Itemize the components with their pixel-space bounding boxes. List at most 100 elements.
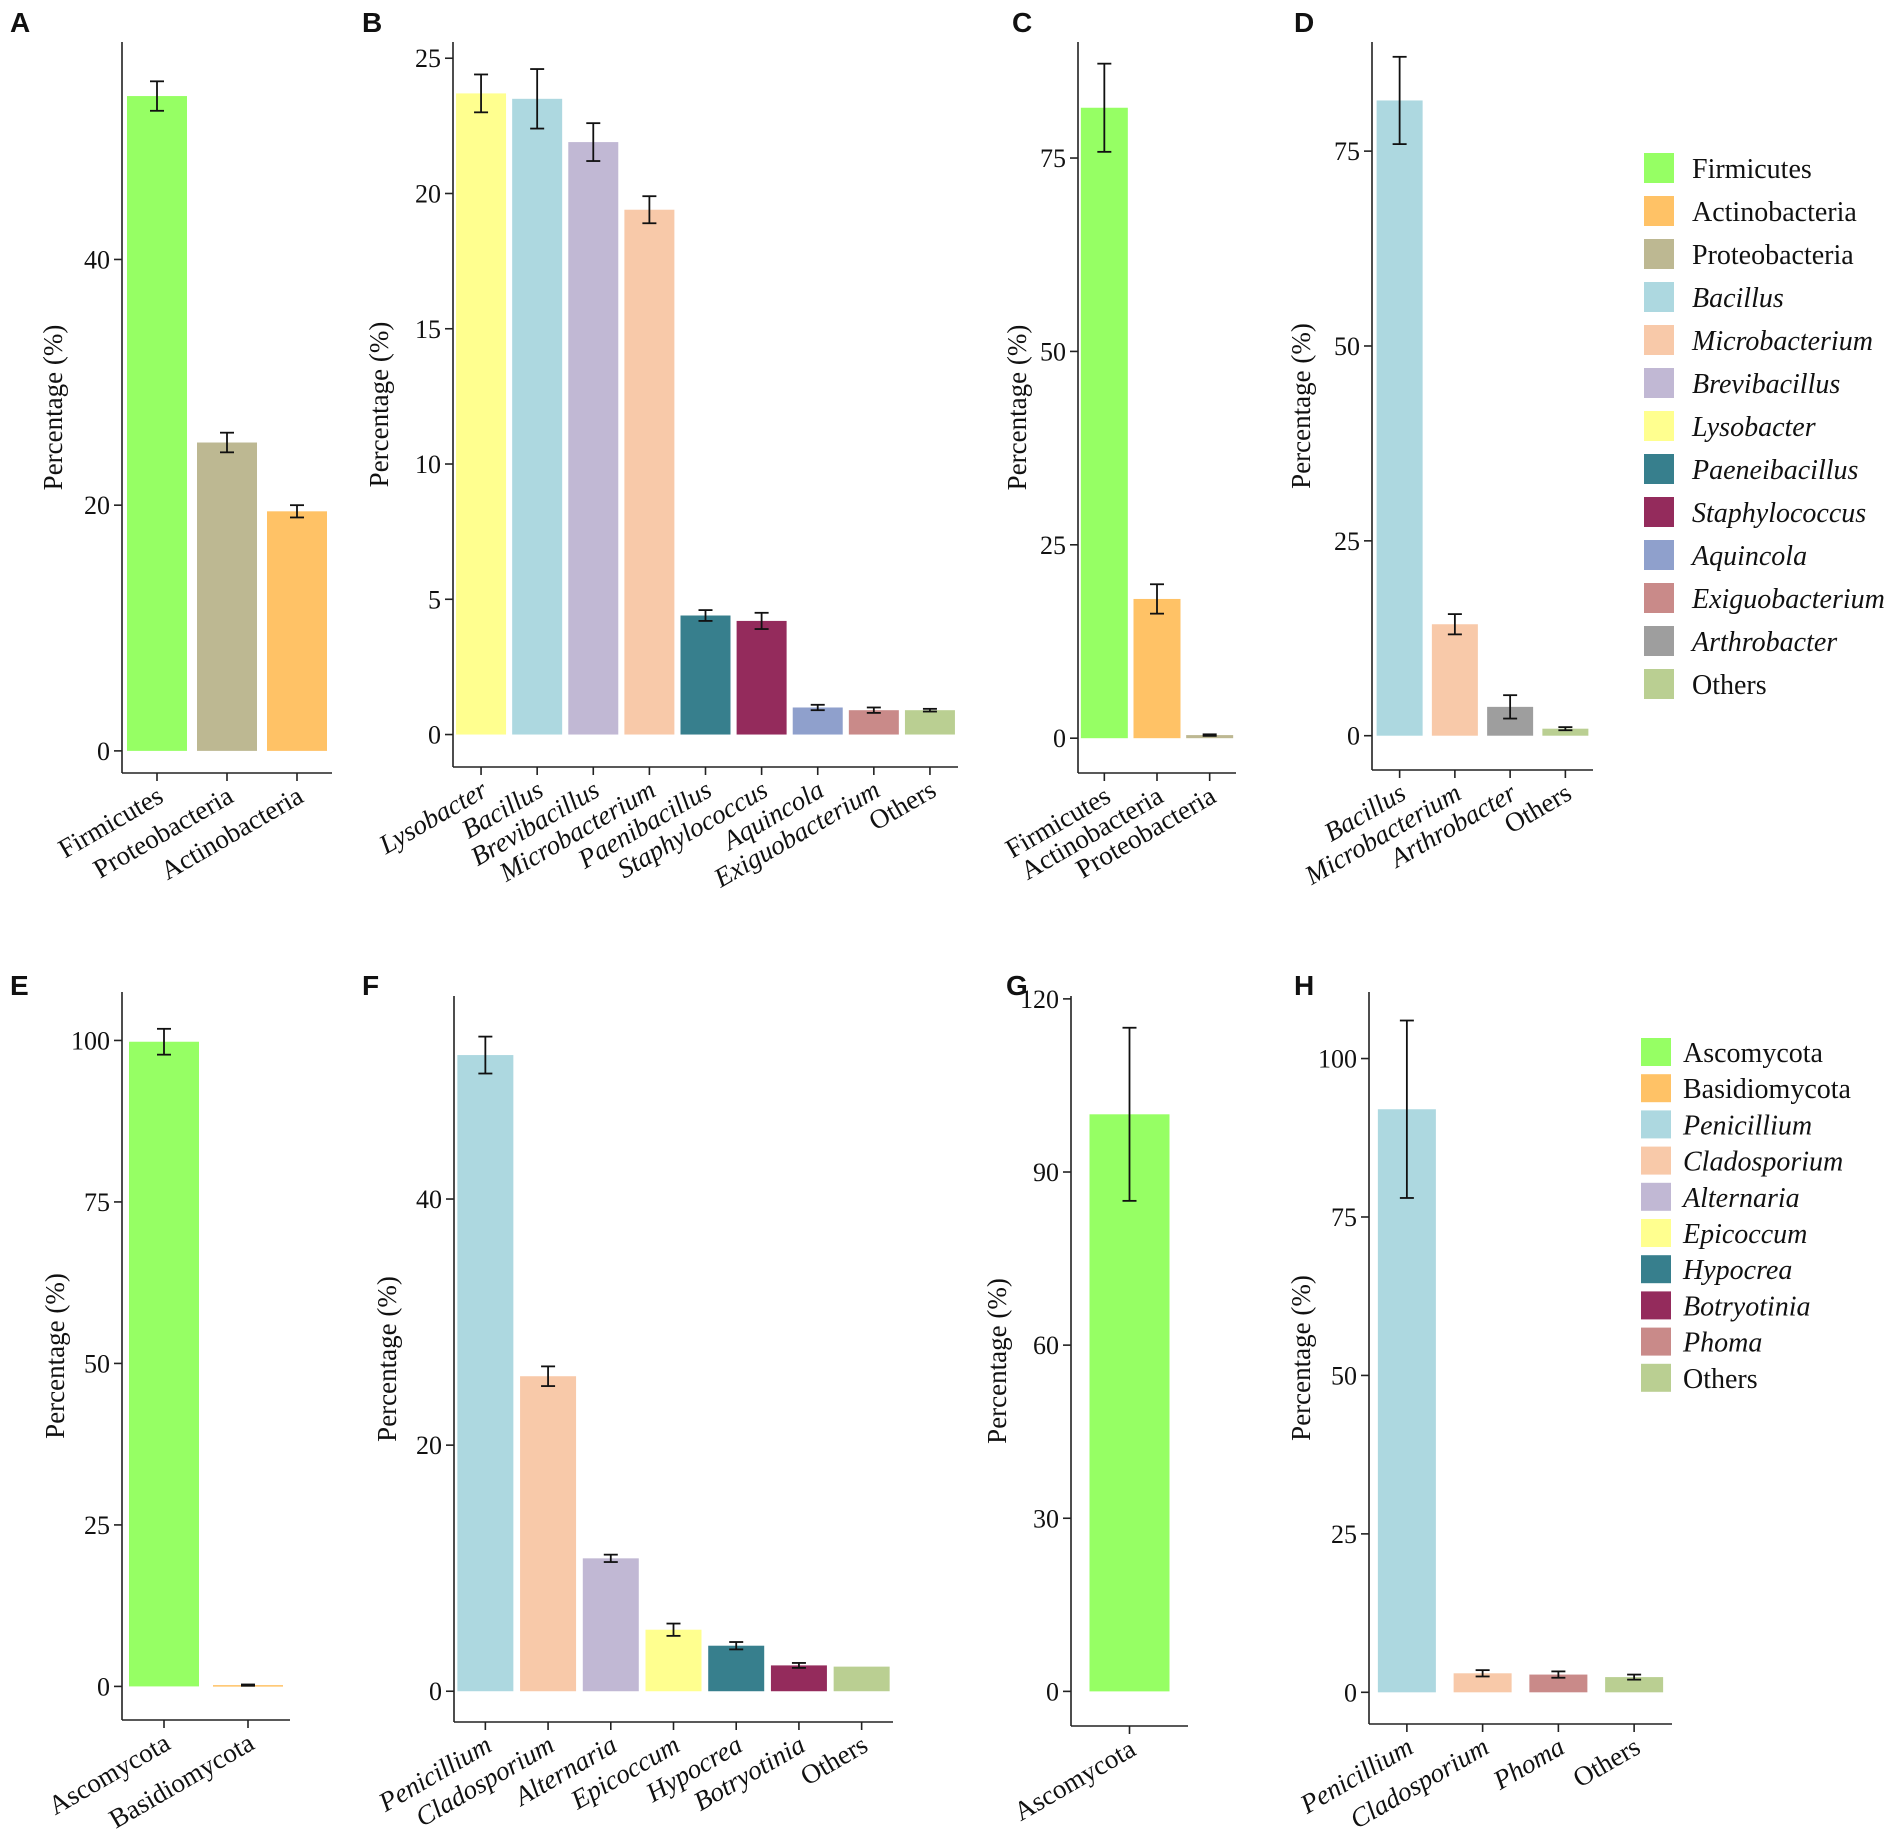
y-tick-label: 15 xyxy=(415,315,441,344)
y-axis-label: Percentage (%) xyxy=(38,325,68,491)
bar-staphylococcus xyxy=(736,620,787,735)
panel-label-A: A xyxy=(10,7,30,38)
bar-firmicutes xyxy=(1080,107,1128,739)
y-tick-label: 0 xyxy=(1053,724,1066,753)
y-axis-label: Percentage (%) xyxy=(1002,325,1032,491)
legend-label-aquincola: Aquincola xyxy=(1690,541,1807,572)
y-tick-label: 50 xyxy=(1334,332,1360,361)
y-tick-label: 20 xyxy=(416,1431,442,1460)
bar-ascomycota xyxy=(1089,1114,1170,1692)
legend-swatch-penicillium xyxy=(1641,1110,1671,1139)
bar-bacillus xyxy=(512,98,563,735)
y-tick-label: 0 xyxy=(1347,722,1360,751)
legend-swatch-proteobacteria xyxy=(1644,239,1674,269)
bar-epicoccum xyxy=(645,1629,702,1692)
y-tick-label: 20 xyxy=(84,491,110,520)
legend-swatch-others xyxy=(1641,1363,1671,1392)
legend-label-actinobacteria: Actinobacteria xyxy=(1692,197,1857,228)
legend-label-basidiomycota: Basidiomycota xyxy=(1683,1074,1852,1105)
x-tick-label-ascomycota: Ascomycota xyxy=(1009,1733,1141,1826)
y-tick-label: 25 xyxy=(1334,527,1360,556)
y-tick-label: 75 xyxy=(1334,137,1360,166)
y-tick-label: 0 xyxy=(1344,1678,1357,1707)
legend-swatch-basidiomycota xyxy=(1641,1074,1671,1103)
y-tick-label: 50 xyxy=(84,1349,110,1378)
legend-swatch-botryotinia xyxy=(1641,1291,1671,1320)
y-tick-label: 0 xyxy=(97,1672,110,1701)
y-tick-label: 25 xyxy=(415,44,441,73)
bar-cladosporium xyxy=(520,1376,577,1692)
panel-label-F: F xyxy=(362,970,379,1001)
legend-swatch-lysobacter xyxy=(1644,411,1674,441)
y-tick-label: 60 xyxy=(1033,1331,1059,1360)
y-tick-label: 25 xyxy=(1040,531,1066,560)
x-tick-label-phoma: Phoma xyxy=(1487,1731,1569,1796)
y-tick-label: 40 xyxy=(416,1185,442,1214)
legend-swatch-firmicutes xyxy=(1644,153,1674,183)
legend-swatch-cladosporium xyxy=(1641,1146,1671,1175)
bar-others xyxy=(904,710,955,735)
panel-label-E: E xyxy=(10,970,29,1001)
legend-label-brevibacillus: Brevibacillus xyxy=(1692,369,1840,400)
legend-label-ascomycota: Ascomycota xyxy=(1683,1038,1824,1069)
legend-swatch-epicoccum xyxy=(1641,1219,1671,1247)
y-tick-label: 120 xyxy=(1020,985,1059,1014)
bar-others xyxy=(1542,728,1589,736)
legend-swatch-microbacterium xyxy=(1644,325,1674,355)
legend-label-others: Others xyxy=(1683,1364,1758,1395)
y-tick-label: 40 xyxy=(84,245,110,274)
bar-actinobacteria xyxy=(267,511,327,751)
y-axis-label: Percentage (%) xyxy=(1286,1275,1316,1441)
x-tick-label-others: Others xyxy=(1568,1731,1645,1793)
bar-cladosporium xyxy=(1453,1673,1512,1693)
bar-brevibacillus xyxy=(568,142,619,735)
bar-proteobacteria xyxy=(197,442,257,751)
legend-swatch-actinobacteria xyxy=(1644,196,1674,226)
legend-label-phoma: Phoma xyxy=(1682,1328,1762,1359)
y-tick-label: 0 xyxy=(428,721,441,750)
legend-label-botryotinia: Botryotinia xyxy=(1683,1291,1811,1322)
y-tick-label: 75 xyxy=(84,1188,110,1217)
y-axis-label: Percentage (%) xyxy=(982,1278,1012,1444)
legend-swatch-paeneibacillus xyxy=(1644,454,1674,484)
bar-phoma xyxy=(1529,1674,1588,1693)
legend-swatch-arthrobacter xyxy=(1644,626,1674,656)
bar-botryotinia xyxy=(770,1665,827,1692)
legend-label-firmicutes: Firmicutes xyxy=(1692,154,1812,185)
legend-swatch-ascomycota xyxy=(1641,1038,1671,1066)
legend-label-lysobacter: Lysobacter xyxy=(1691,412,1816,443)
y-tick-label: 5 xyxy=(428,585,441,614)
y-tick-label: 0 xyxy=(97,737,110,766)
legend-swatch-alternaria xyxy=(1641,1182,1671,1211)
bar-bacillus xyxy=(1376,100,1423,736)
bar-others xyxy=(833,1666,890,1692)
y-tick-label: 75 xyxy=(1331,1203,1357,1232)
bar-penicillium xyxy=(1377,1109,1436,1693)
legend-swatch-brevibacillus xyxy=(1644,368,1674,398)
bar-microbacterium xyxy=(624,209,675,735)
panel-label-H: H xyxy=(1294,970,1314,1001)
bar-microbacterium xyxy=(1431,624,1478,736)
y-axis-label: Percentage (%) xyxy=(372,1276,402,1442)
y-axis-label: Percentage (%) xyxy=(40,1273,70,1439)
legend-fungi: Ascomycota Basidiomycota Penicillium Clados… xyxy=(1641,1038,1852,1395)
panel-label-G: G xyxy=(1006,970,1028,1001)
legend-label-paeneibacillus: Paeneibacillus xyxy=(1691,455,1859,486)
legend-label-hypocrea: Hypocrea xyxy=(1682,1255,1792,1286)
legend-label-arthrobacter: Arthrobacter xyxy=(1690,627,1837,658)
legend-label-microbacterium: Microbacterium xyxy=(1691,326,1873,357)
legend-label-alternaria: Alternaria xyxy=(1681,1183,1800,1214)
panel-label-B: B xyxy=(362,7,382,38)
legend-label-epicoccum: Epicoccum xyxy=(1682,1219,1807,1250)
legend-swatch-staphylococcus xyxy=(1644,497,1674,527)
legend-bacteria: Firmicutes Actinobacteria Proteobacteria Ba… xyxy=(1644,153,1885,701)
y-tick-label: 10 xyxy=(415,450,441,479)
bar-exiguobacterium xyxy=(848,710,899,735)
